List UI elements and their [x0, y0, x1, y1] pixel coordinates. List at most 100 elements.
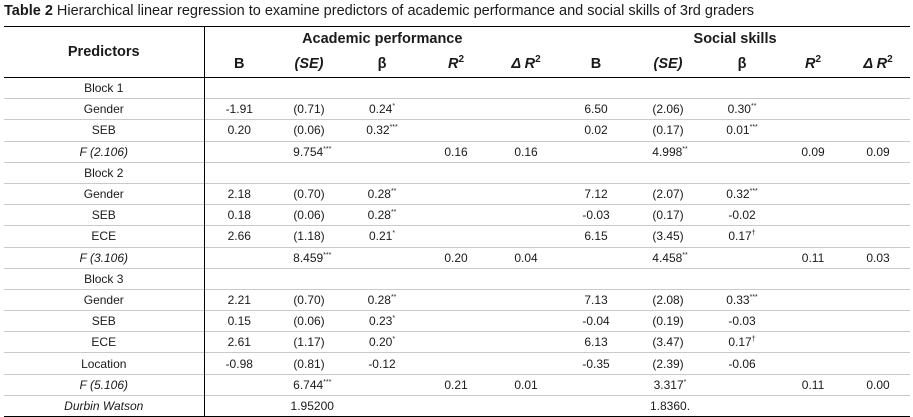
durbin-watson-row: Durbin Watson 1.95200 1.8360.: [4, 394, 911, 417]
cell-beta: 0.28**: [344, 204, 420, 226]
cell-b: 0.18: [204, 204, 274, 226]
r2-value: 0.20: [420, 246, 492, 269]
cell-beta: 0.21*: [344, 225, 420, 247]
delta-r2-value: 0.04: [492, 246, 561, 269]
block-row: Block 2: [4, 161, 911, 184]
f-stat-label: F (2.106): [4, 140, 205, 163]
cell-beta: 0.32***: [344, 119, 420, 142]
table-row: ECE 2.66 (1.18) 0.21* 6.15 (3.45) 0.17†: [4, 225, 911, 247]
predictor-label: SEB: [4, 310, 205, 332]
table-title: Hierarchical linear regression to examin…: [52, 3, 755, 19]
cell-se: (0.06): [274, 204, 344, 226]
delta-r2-value: 0.01: [492, 373, 561, 396]
cell-b: 0.20: [204, 119, 274, 142]
col-b-social: B: [560, 51, 633, 78]
table-row: Gender 2.18 (0.70) 0.28** 7.12 (2.07) 0.…: [4, 182, 911, 205]
block-row: Block 1: [4, 77, 910, 99]
r2-value: 0.21: [420, 373, 492, 396]
col-beta-academic: β: [344, 51, 420, 78]
cell-b: -0.98: [204, 352, 274, 375]
durbin-watson-academic: 1.95200: [204, 394, 420, 417]
cell-b: 2.66: [204, 225, 274, 247]
cell-se: (2.07): [632, 182, 705, 205]
f-value: 8.459***: [204, 246, 420, 269]
col-dr2-academic: Δ R2: [492, 51, 561, 78]
predictor-label: ECE: [4, 331, 205, 353]
col-beta-social: β: [704, 51, 781, 78]
predictors-header: Predictors: [4, 26, 205, 78]
predictor-label: ECE: [4, 225, 205, 247]
cell-se: (0.17): [632, 204, 705, 226]
table-row: Gender 2.21 (0.70) 0.28** 7.13 (2.08) 0.…: [4, 288, 911, 311]
cell-beta: 0.23*: [344, 310, 420, 332]
predictor-label: Location: [4, 352, 205, 375]
predictor-label: Gender: [4, 288, 205, 311]
col-dr2-social: Δ R2: [846, 51, 911, 78]
predictor-label: SEB: [4, 204, 205, 226]
r2-value: 0.09: [780, 140, 847, 163]
cell-se: (2.06): [632, 98, 705, 120]
durbin-watson-label: Durbin Watson: [4, 394, 205, 417]
cell-b: -0.03: [560, 204, 633, 226]
cell-b: 6.50: [560, 98, 633, 120]
col-se-academic: (SE): [274, 51, 344, 78]
social-skills-header: Social skills: [560, 26, 911, 51]
f-value: 4.458**: [560, 246, 781, 269]
table-row: Gender -1.91 (0.71) 0.24* 6.50 (2.06) 0.…: [4, 98, 911, 120]
cell-se: (1.18): [274, 225, 344, 247]
cell-se: (3.45): [632, 225, 705, 247]
table-row: SEB 0.15 (0.06) 0.23* -0.04 (0.19) -0.03: [4, 310, 911, 332]
cell-se: (1.17): [274, 331, 344, 353]
col-r2-social: R2: [780, 51, 847, 78]
cell-beta: -0.06: [704, 352, 781, 375]
f-value: 9.754***: [204, 140, 420, 163]
cell-se: (0.71): [274, 98, 344, 120]
delta-r2-value: 0.00: [846, 373, 911, 396]
cell-se: (0.06): [274, 119, 344, 142]
cell-se: (0.19): [632, 310, 705, 332]
f-stat-label: F (5.106): [4, 373, 205, 396]
cell-beta: 0.17†: [704, 225, 781, 247]
cell-se: (0.17): [632, 119, 705, 142]
cell-b: 0.15: [204, 310, 274, 332]
cell-se: (0.06): [274, 310, 344, 332]
cell-b: 7.12: [560, 182, 633, 205]
cell-se: (0.70): [274, 288, 344, 311]
delta-r2-value: 0.09: [846, 140, 911, 163]
f-value: 3.317*: [560, 373, 781, 396]
block-label: Block 1: [4, 77, 205, 99]
r2-value: 0.11: [780, 246, 847, 269]
predictor-label: Gender: [4, 98, 205, 120]
academic-performance-header: Academic performance: [204, 26, 561, 51]
cell-beta: 0.24*: [344, 98, 420, 120]
cell-beta: -0.03: [704, 310, 781, 332]
r2-value: 0.16: [420, 140, 492, 163]
cell-se: (2.08): [632, 288, 705, 311]
cell-beta: 0.28**: [344, 288, 420, 311]
cell-beta: 0.01***: [704, 119, 781, 142]
cell-beta: 0.32***: [704, 182, 781, 205]
table-label: Table 2: [4, 3, 53, 19]
cell-beta: 0.20*: [344, 331, 420, 353]
f-value: 6.744***: [204, 373, 420, 396]
regression-table: Predictors Academic performance Social s…: [4, 26, 911, 417]
f-stat-row: F (3.106) 8.459*** 0.20 0.04 4.458** 0.1…: [4, 246, 911, 269]
col-se-social: (SE): [632, 51, 705, 78]
predictor-label: Gender: [4, 182, 205, 205]
cell-b: 6.13: [560, 331, 633, 353]
col-b-academic: B: [204, 51, 274, 78]
cell-b: 2.61: [204, 331, 274, 353]
cell-b: 0.02: [560, 119, 633, 142]
durbin-watson-social: 1.8360.: [560, 394, 781, 417]
cell-b: 6.15: [560, 225, 633, 247]
table-caption: Table 2 Hierarchical linear regression t…: [4, 3, 754, 19]
block-label: Block 2: [4, 161, 205, 184]
cell-se: (2.39): [632, 352, 705, 375]
cell-beta: -0.02: [704, 204, 781, 226]
r2-value: 0.11: [780, 373, 847, 396]
table-row: SEB 0.20 (0.06) 0.32*** 0.02 (0.17) 0.01…: [4, 119, 911, 142]
col-r2-academic: R2: [420, 51, 492, 78]
cell-se: (0.81): [274, 352, 344, 375]
table-row: ECE 2.61 (1.17) 0.20* 6.13 (3.47) 0.17†: [4, 331, 911, 353]
cell-beta: 0.28**: [344, 182, 420, 205]
